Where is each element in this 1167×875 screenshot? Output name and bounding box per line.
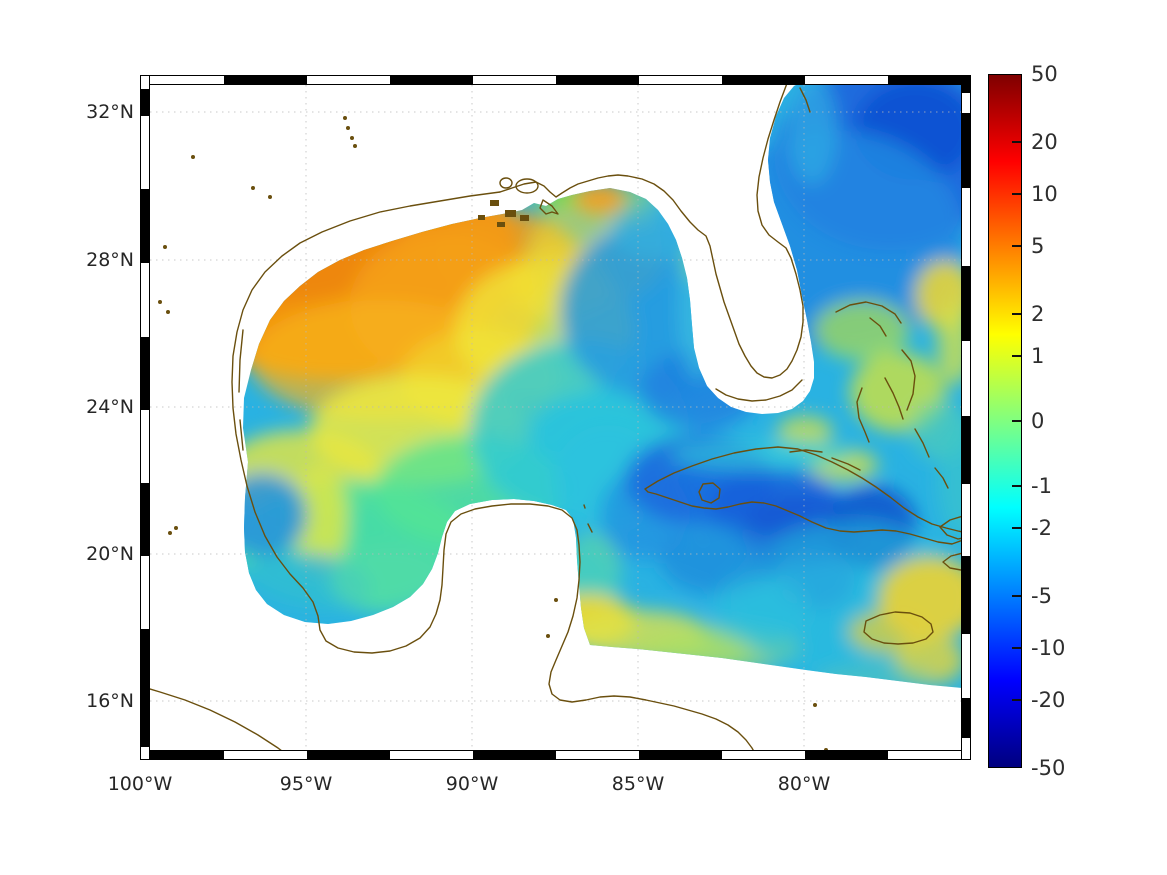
colorbar-tick	[1012, 193, 1021, 195]
lat-tick-label-16n: 16°N	[86, 690, 134, 712]
colorbar-label-0: 0	[1031, 409, 1045, 433]
colorbar-tick	[1012, 699, 1021, 701]
lon-tick-label-95w: 95°W	[279, 773, 333, 795]
colorbar-label-m20: -20	[1031, 688, 1066, 712]
map-frame-top	[140, 75, 971, 85]
colorbar-label-1: 1	[1031, 344, 1045, 368]
map-frame-bottom	[140, 750, 971, 760]
colorbar-label-2: 2	[1031, 302, 1045, 326]
lat-tick-label-32n: 32°N	[86, 101, 134, 123]
lon-tick-label-100w: 100°W	[107, 773, 173, 795]
map-frame-right	[961, 75, 971, 760]
map-plot-area	[150, 85, 961, 750]
colorbar-label-10: 10	[1031, 182, 1058, 206]
colorbar-tick	[1012, 527, 1021, 529]
colorbar-tick	[1012, 647, 1021, 649]
coastlines	[150, 85, 961, 750]
colorbar-tick	[1012, 245, 1021, 247]
colorbar-label-m50: -50	[1031, 756, 1066, 780]
colorbar-tick	[1012, 355, 1021, 357]
lon-tick-label-90w: 90°W	[445, 773, 499, 795]
lon-tick-label-85w: 85°W	[611, 773, 665, 795]
colorbar-label-5: 5	[1031, 234, 1045, 258]
lon-tick-label-80w: 80°W	[777, 773, 831, 795]
colorbar-label-m5: -5	[1031, 584, 1052, 608]
lat-tick-label-28n: 28°N	[86, 249, 134, 271]
islet-marks	[158, 116, 828, 750]
lat-tick-label-24n: 24°N	[86, 396, 134, 418]
colorbar-tick	[1012, 485, 1021, 487]
colorbar-tick	[1012, 313, 1021, 315]
anomaly-field	[243, 85, 961, 688]
colorbar-label-20: 20	[1031, 130, 1058, 154]
colorbar-label-m2: -2	[1031, 516, 1052, 540]
colorbar-label-m1: -1	[1031, 474, 1052, 498]
lat-tick-label-20n: 20°N	[86, 543, 134, 565]
map-frame-left	[140, 75, 150, 760]
colorbar-tick	[1012, 595, 1021, 597]
colorbar-tick	[1012, 141, 1021, 143]
colorbar-label-m10: -10	[1031, 636, 1066, 660]
colorbar-label-50: 50	[1031, 62, 1058, 86]
colorbar-tick	[1012, 420, 1021, 422]
